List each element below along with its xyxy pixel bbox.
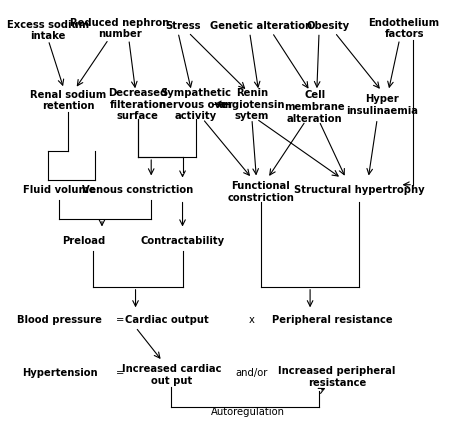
Text: Reduced nephron
number: Reduced nephron number	[70, 18, 170, 39]
Text: Excess sodium
intake: Excess sodium intake	[7, 20, 89, 41]
Text: Hypertension: Hypertension	[22, 367, 97, 377]
Text: Cell
membrane
alteration: Cell membrane alteration	[284, 90, 345, 123]
Text: Peripheral resistance: Peripheral resistance	[272, 314, 393, 324]
Text: Endothelium
factors: Endothelium factors	[368, 18, 440, 39]
Text: Autoregulation: Autoregulation	[210, 406, 284, 416]
Text: Genetic alteration: Genetic alteration	[210, 21, 312, 31]
Text: and/or: and/or	[236, 367, 268, 377]
Text: Renal sodium
retention: Renal sodium retention	[30, 89, 107, 111]
Text: Renin
angiotensin
sytem: Renin angiotensin sytem	[219, 88, 285, 121]
Text: Hyper
insulinaemia: Hyper insulinaemia	[346, 94, 418, 115]
Text: =: =	[116, 367, 124, 377]
Text: Structural hypertrophy: Structural hypertrophy	[294, 184, 425, 194]
Text: Contractability: Contractability	[140, 236, 225, 246]
Text: x: x	[249, 314, 255, 324]
Text: Venous constriction: Venous constriction	[82, 184, 193, 194]
Text: =: =	[116, 314, 124, 324]
Text: Cardiac output: Cardiac output	[125, 314, 209, 324]
Text: Obesity: Obesity	[306, 21, 349, 31]
Text: Blood pressure: Blood pressure	[17, 314, 102, 324]
Text: Fluid volume: Fluid volume	[23, 184, 96, 194]
Text: Increased cardiac
out put: Increased cardiac out put	[122, 363, 221, 385]
Text: Functional
constriction: Functional constriction	[228, 181, 294, 203]
Text: Decreased
filteration
surface: Decreased filteration surface	[108, 88, 167, 121]
Text: Sympathetic
nervous over
activity: Sympathetic nervous over activity	[159, 88, 233, 121]
Text: Preload: Preload	[63, 236, 106, 246]
Text: Stress: Stress	[165, 21, 201, 31]
Text: Increased peripheral
resistance: Increased peripheral resistance	[278, 366, 396, 387]
